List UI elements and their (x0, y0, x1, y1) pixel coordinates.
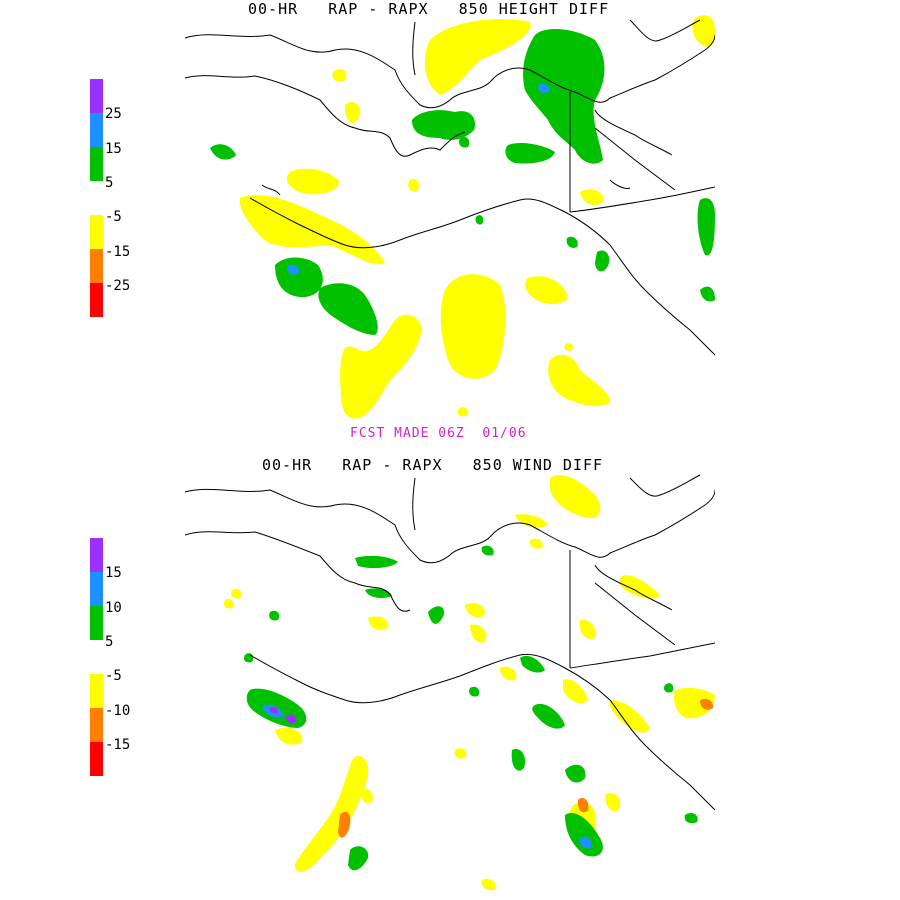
colorbar-swatch (90, 113, 103, 147)
colorbar-swatch (90, 572, 103, 606)
height-diff-map (184, 15, 715, 419)
wind-diff-colorbar (90, 538, 103, 776)
yellow-contours (223, 475, 715, 890)
height-diff-colorbar (90, 79, 103, 317)
wind-diff-map (184, 474, 715, 890)
colorbar-swatch (90, 147, 103, 181)
colorbar-swatch (90, 215, 103, 249)
colorbar-swatch (90, 283, 103, 317)
colorbar-swatch (90, 606, 103, 640)
colorbar-label: -25 (105, 278, 131, 294)
colorbar-label: -5 (105, 668, 122, 684)
colorbar-label: 15 (105, 141, 122, 157)
colorbar-swatch (90, 79, 103, 113)
colorbar-label: -15 (105, 244, 131, 260)
colorbar-swatch (90, 249, 103, 283)
colorbar-label: -15 (105, 737, 131, 753)
colorbar-swatch (90, 640, 103, 674)
colorbar-label: 5 (105, 175, 114, 191)
colorbar-swatch (90, 538, 103, 572)
colorbar-swatch (90, 674, 103, 708)
forecast-time-label: FCST MADE 06Z 01/06 (350, 426, 527, 441)
colorbar-label: -10 (105, 703, 131, 719)
orange-contours (338, 698, 714, 838)
wind-diff-title: 00-HR RAP - RAPX 850 WIND DIFF (262, 456, 604, 474)
yellow-contours (239, 15, 715, 419)
green-contours (210, 28, 715, 335)
colorbar-swatch (90, 708, 103, 742)
colorbar-label: 5 (105, 634, 114, 650)
colorbar-swatch (90, 742, 103, 776)
blue-contours (262, 704, 592, 849)
colorbar-label: -5 (105, 209, 122, 225)
colorbar-label: 15 (105, 565, 122, 581)
blue-contours (286, 83, 550, 275)
coastline (184, 19, 715, 356)
colorbar-swatch (90, 181, 103, 215)
purple-contours (269, 706, 297, 724)
coastline (184, 474, 715, 811)
colorbar-label: 25 (105, 106, 122, 122)
colorbar-label: 10 (105, 600, 122, 616)
height-diff-title: 00-HR RAP - RAPX 850 HEIGHT DIFF (248, 0, 610, 18)
